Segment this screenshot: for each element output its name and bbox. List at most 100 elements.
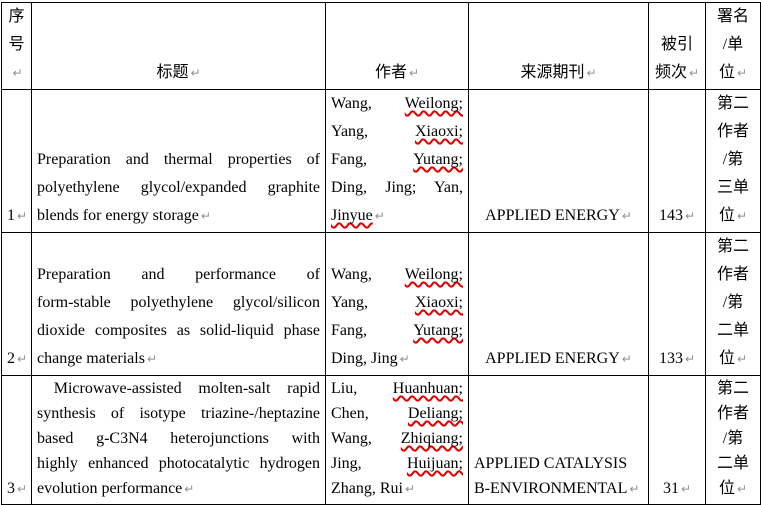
text-segment: 31 <box>662 480 679 497</box>
header-cell-authors[interactable]: 作者 ↵ <box>325 2 469 90</box>
text-line: 1 ↵ <box>7 202 28 230</box>
text-line: 31 ↵ <box>654 476 700 502</box>
text-line: evolution performance ↵ <box>37 476 320 502</box>
text-line: B-ENVIRONMENTAL ↵ <box>474 476 643 502</box>
citations-cell[interactable]: 31 ↵ <box>648 375 706 505</box>
text-line: 作者 ↵ <box>331 59 463 87</box>
text-segment: 133 <box>658 350 683 367</box>
text-line: 作者 <box>711 401 755 426</box>
text-line: 143 ↵ <box>654 202 700 230</box>
text-line: Wang, Weilong; <box>331 261 463 289</box>
authors-cell[interactable]: Wang, Weilong; Yang, Xiaoxi; Fang, Yutang;… <box>325 89 469 233</box>
spellcheck-word: Weilong; <box>404 95 463 112</box>
text-line: 三单 <box>711 174 755 202</box>
seq-cell[interactable]: 3 ↵ <box>1 375 32 505</box>
title-cell[interactable]: Preparation and performance of form-stabl… <box>31 232 326 376</box>
text-line: blends for energy storage ↵ <box>37 202 320 230</box>
text-line: Liu, Huanhuan; <box>331 376 463 401</box>
text-segment: 作者 <box>716 405 749 422</box>
text-segment: Zhang, Rui <box>331 480 403 497</box>
text-line: /第 <box>711 426 755 451</box>
seq-cell[interactable]: 2 ↵ <box>1 232 32 376</box>
paragraph-mark-icon: ↵ <box>12 66 23 80</box>
authors-cell[interactable]: Wang, Weilong; Yang, Xiaoxi; Fang, Yutang;… <box>325 232 469 376</box>
journal-cell[interactable]: APPLIED ENERGY ↵ <box>468 89 649 233</box>
text-line: Ding, Jing ↵ <box>331 345 463 373</box>
text-line: APPLIED CATALYSIS <box>474 451 643 476</box>
seq-cell[interactable]: 1 ↵ <box>1 89 32 233</box>
text-line: Jinyue ↵ <box>331 202 463 230</box>
title-cell[interactable]: Microwave-assisted molten-salt rapid synt… <box>31 375 326 505</box>
text-line: 第二 <box>711 376 755 401</box>
text-segment: 位 <box>718 64 735 81</box>
text-line: 位 ↵ <box>711 476 755 502</box>
text-line: 二单 <box>711 451 755 476</box>
paragraph-mark-icon: ↵ <box>17 209 28 223</box>
text-segment: 标题 <box>156 64 189 81</box>
text-line: 133 ↵ <box>654 345 700 373</box>
text-line: /第 <box>711 289 755 317</box>
text-segment: /第 <box>722 430 744 447</box>
text-segment: /单 <box>722 36 744 53</box>
text-line: /单 <box>711 31 755 59</box>
text-segment: 作者 <box>716 266 749 283</box>
text-segment: 作者 <box>374 64 407 81</box>
journal-cell[interactable]: APPLIED ENERGY ↵ <box>468 232 649 376</box>
text-line: 作者 <box>711 118 755 146</box>
text-line: Microwave-assisted molten-salt rapid <box>37 376 320 401</box>
text-segment: 频次 <box>654 64 687 81</box>
header-row: 序号↵ 标题 ↵ 作者 ↵ 来源期刊 ↵ 被引 频次 ↵ 署名/单位 ↵ <box>1 2 761 90</box>
role-cell[interactable]: 第二 作者/第 三单位 ↵ <box>705 89 761 233</box>
text-line: synthesis of isotype triazine-/heptazine <box>37 401 320 426</box>
spellcheck-word: Zhiqiang; <box>400 430 463 447</box>
text-line: 位 ↵ <box>711 345 755 373</box>
paragraph-mark-icon: ↵ <box>190 66 201 80</box>
table-body: 1 ↵ Preparation and thermal properties of p… <box>1 89 761 505</box>
spellcheck-word: Huijuan; <box>407 455 463 472</box>
text-line: 3 ↵ <box>7 476 28 502</box>
header-cell-seq[interactable]: 序号↵ <box>1 2 32 90</box>
text-segment: 第二 <box>716 380 749 397</box>
text-segment: Ding, Jing <box>331 350 398 367</box>
header-cell-journal[interactable]: 来源期刊 ↵ <box>468 2 649 90</box>
text-segment: Liu, <box>331 380 358 397</box>
header-cell-title[interactable]: 标题 ↵ <box>31 2 326 90</box>
text-line: Wang, Weilong; <box>331 90 463 118</box>
spellcheck-word: Xiaoxi; <box>415 123 463 140</box>
text-line: Fang, Yutang; <box>331 146 463 174</box>
text-line: 标题 ↵ <box>37 59 320 87</box>
text-line: form-stable polyethylene glycol/silicon <box>37 289 320 317</box>
text-line: 频次 ↵ <box>654 59 700 87</box>
text-line: dioxide composites as solid-liquid phase <box>37 317 320 345</box>
citations-cell[interactable]: 143 ↵ <box>648 89 706 233</box>
text-segment: 序 <box>8 8 25 25</box>
paragraph-mark-icon: ↵ <box>17 482 28 496</box>
text-segment: Wang, <box>331 430 372 447</box>
role-cell[interactable]: 第二作者/第二单位 ↵ <box>705 375 761 505</box>
spellcheck-word: Xiaoxi; <box>415 294 463 311</box>
authors-cell[interactable]: Liu, Huanhuan; Chen, Deliang; Wang, Zhiqia… <box>325 375 469 505</box>
paragraph-mark-icon: ↵ <box>629 482 640 496</box>
journal-cell[interactable]: APPLIED CATALYSIS B-ENVIRONMENTAL ↵ <box>468 375 649 505</box>
text-segment: Microwave-assisted molten-salt rapid <box>37 380 320 397</box>
text-line: Fang, Yutang; <box>331 317 463 345</box>
text-line: Wang, Zhiqiang; <box>331 426 463 451</box>
text-segment: 作者 <box>716 123 749 140</box>
header-cell-role[interactable]: 署名/单位 ↵ <box>705 2 761 90</box>
text-line: APPLIED ENERGY ↵ <box>474 345 643 373</box>
citations-cell[interactable]: 133 ↵ <box>648 232 706 376</box>
role-cell[interactable]: 第二 作者/第 二单位 ↵ <box>705 232 761 376</box>
text-segment: 三单 <box>716 179 749 196</box>
text-line: Preparation and performance of <box>37 261 320 289</box>
paragraph-mark-icon: ↵ <box>146 352 158 366</box>
title-cell[interactable]: Preparation and thermal properties of pol… <box>31 89 326 233</box>
text-segment: 署名 <box>716 8 749 25</box>
text-segment: Preparation and thermal properties of <box>37 151 320 168</box>
text-segment: 位 <box>718 207 735 224</box>
spellcheck-word: Weilong; <box>404 266 463 283</box>
paragraph-mark-icon: ↵ <box>621 352 632 366</box>
text-segment: Fang, <box>331 151 367 168</box>
paragraph-mark-icon: ↵ <box>408 66 420 80</box>
header-cell-cited[interactable]: 被引 频次 ↵ <box>648 2 706 90</box>
